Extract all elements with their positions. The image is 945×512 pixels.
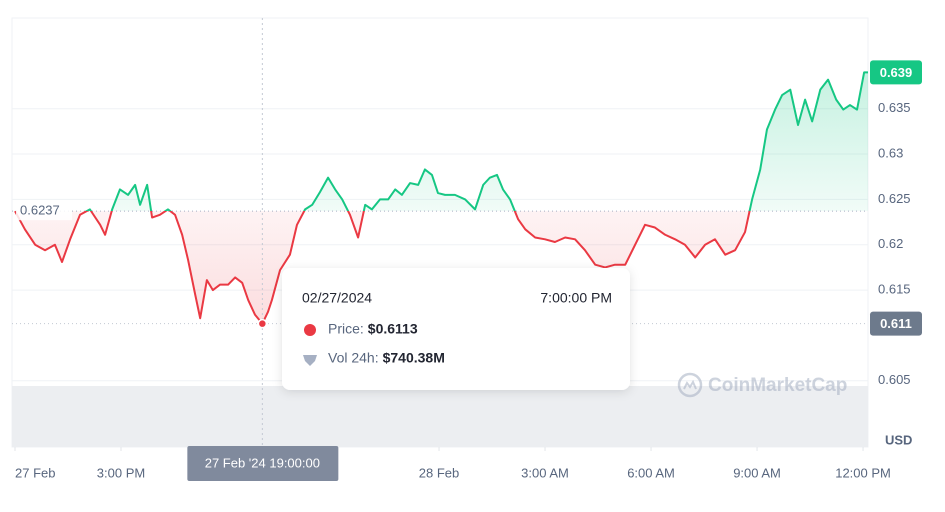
y-tick-label: 0.635: [878, 100, 911, 115]
tooltip-vol: $740.38M: [383, 350, 445, 366]
hover-price-label: 0.611: [880, 316, 912, 331]
baseline-label-bg: [16, 202, 72, 221]
x-tick-label: 28 Feb: [419, 465, 459, 480]
y-tick-label: 0.62: [878, 236, 903, 251]
price-area: [15, 72, 868, 324]
x-tick-label: 3:00 AM: [521, 465, 569, 480]
tooltip-price: $0.6113: [368, 321, 418, 337]
x-tick-label: 9:00 AM: [733, 465, 781, 480]
tooltip-vol-icon: [303, 355, 317, 366]
y-tick-label: 0.615: [878, 282, 911, 297]
x-tick-label: 6:00 AM: [627, 465, 675, 480]
hover-time-bg: [187, 446, 339, 481]
price-line: [14, 71, 868, 325]
y-tick-label: 0.605: [878, 372, 911, 387]
watermark: CoinMarketCap: [677, 372, 847, 398]
y-tick-label: 0.625: [878, 191, 911, 206]
x-tick-label: 12:00 PM: [835, 465, 891, 480]
hover-price-bg: [870, 311, 922, 336]
tooltip-vol-key: Vol 24h:: [328, 350, 379, 366]
volume-area: [12, 386, 868, 447]
baseline-label: 0.6237: [20, 203, 60, 218]
x-tick-label: 3:00 PM: [97, 465, 145, 480]
y-axis-label: USD: [885, 432, 912, 447]
tooltip-date: 02/27/2024: [302, 290, 372, 306]
y-tick-label: 0.63: [878, 145, 903, 160]
tooltip: [282, 268, 630, 390]
last-price-bg: [870, 60, 922, 85]
tooltip-price-key: Price:: [328, 321, 364, 337]
watermark-text: CoinMarketCap: [708, 375, 847, 396]
tooltip-time: 7:00:00 PM: [540, 290, 612, 306]
hover-point: [257, 318, 268, 329]
last-price-label: 0.639: [880, 65, 913, 80]
hover-time-label: 27 Feb '24 19:00:00: [205, 455, 320, 470]
tooltip-price-dot: [304, 324, 316, 336]
x-tick-label: 27 Feb: [15, 465, 55, 480]
